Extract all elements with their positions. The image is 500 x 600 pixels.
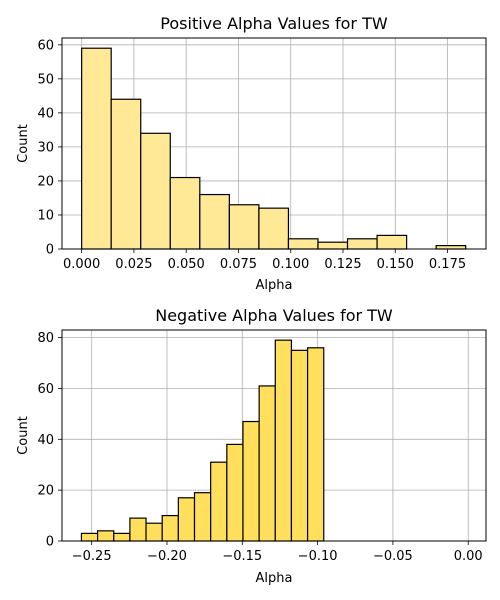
y-tick-label: 40: [37, 433, 54, 448]
y-axis-label: Count: [16, 124, 31, 163]
y-tick-label: 40: [37, 106, 54, 121]
x-tick-label: 0.025: [115, 257, 152, 272]
x-tick-label: −0.20: [147, 549, 187, 564]
x-tick-label: 0.050: [168, 257, 205, 272]
y-tick-label: 10: [37, 208, 54, 223]
histogram-bar: [81, 47, 112, 250]
y-axis-label: Count: [16, 416, 31, 455]
x-tick-label: 0.100: [272, 257, 309, 272]
y-tick-label: 20: [37, 174, 54, 189]
histogram-bar: [96, 530, 115, 542]
histogram-bar: [287, 238, 319, 250]
histogram-bar: [290, 349, 309, 542]
histogram-bar: [80, 532, 99, 542]
x-axis-label: Alpha: [256, 278, 293, 293]
x-tick-label: 0.00: [454, 549, 483, 564]
histogram-bar: [110, 98, 142, 250]
histogram-bar: [210, 461, 228, 542]
x-tick-label: −0.25: [72, 549, 112, 564]
x-axis-label: Alpha: [256, 571, 293, 586]
histogram-bar: [376, 234, 408, 250]
plot-frame: [61, 37, 487, 250]
plot-frame: [61, 329, 487, 542]
histogram-bar: [435, 244, 467, 250]
histogram-bar: [193, 492, 212, 542]
chart-title: Positive Alpha Values for TW: [160, 14, 388, 33]
histogram-bar: [140, 132, 171, 250]
y-tick-label: 0: [46, 243, 54, 258]
x-tick-label: −0.15: [222, 549, 262, 564]
x-tick-label: −0.05: [373, 549, 413, 564]
histogram-bar: [177, 497, 196, 542]
y-tick-label: 20: [37, 484, 54, 499]
x-tick-label: 0.125: [324, 257, 361, 272]
histogram-bar: [199, 193, 230, 250]
y-tick-label: 0: [46, 535, 54, 550]
histogram-bar: [113, 532, 131, 542]
x-tick-label: −0.10: [298, 549, 338, 564]
histogram-bar: [228, 204, 260, 250]
y-tick-label: 60: [37, 38, 54, 53]
x-tick-label: 0.000: [63, 257, 100, 272]
histogram-bar: [169, 176, 201, 250]
histogram-bar: [346, 238, 378, 250]
y-tick-label: 60: [37, 382, 54, 397]
histogram-bar: [258, 385, 276, 542]
x-tick-label: 0.150: [377, 257, 414, 272]
histogram-bar: [226, 443, 244, 542]
x-tick-label: 0.175: [429, 257, 466, 272]
histogram-bar: [242, 420, 260, 542]
negative-alpha-histogram: −0.25 −0.20 −0.15 −0.10 −0.05 0.00 0 20 40 60 80 N…: [16, 306, 487, 586]
histogram-bar: [274, 339, 293, 542]
histogram-bar: [161, 514, 179, 542]
histogram-bar: [258, 207, 290, 250]
positive-alpha-histogram: 0.000 0.025 0.050 0.075 0.100 0.125 0.150 0.175…: [16, 14, 487, 293]
y-tick-label: 50: [37, 72, 54, 87]
chart-title: Negative Alpha Values for TW: [155, 306, 393, 325]
histogram-bar: [129, 517, 147, 542]
x-tick-label: 0.075: [220, 257, 257, 272]
histogram-bar: [317, 241, 349, 250]
histogram-bar: [306, 347, 325, 542]
y-tick-label: 80: [37, 331, 54, 346]
y-tick-label: 30: [37, 140, 54, 155]
histogram-bar: [145, 522, 163, 542]
